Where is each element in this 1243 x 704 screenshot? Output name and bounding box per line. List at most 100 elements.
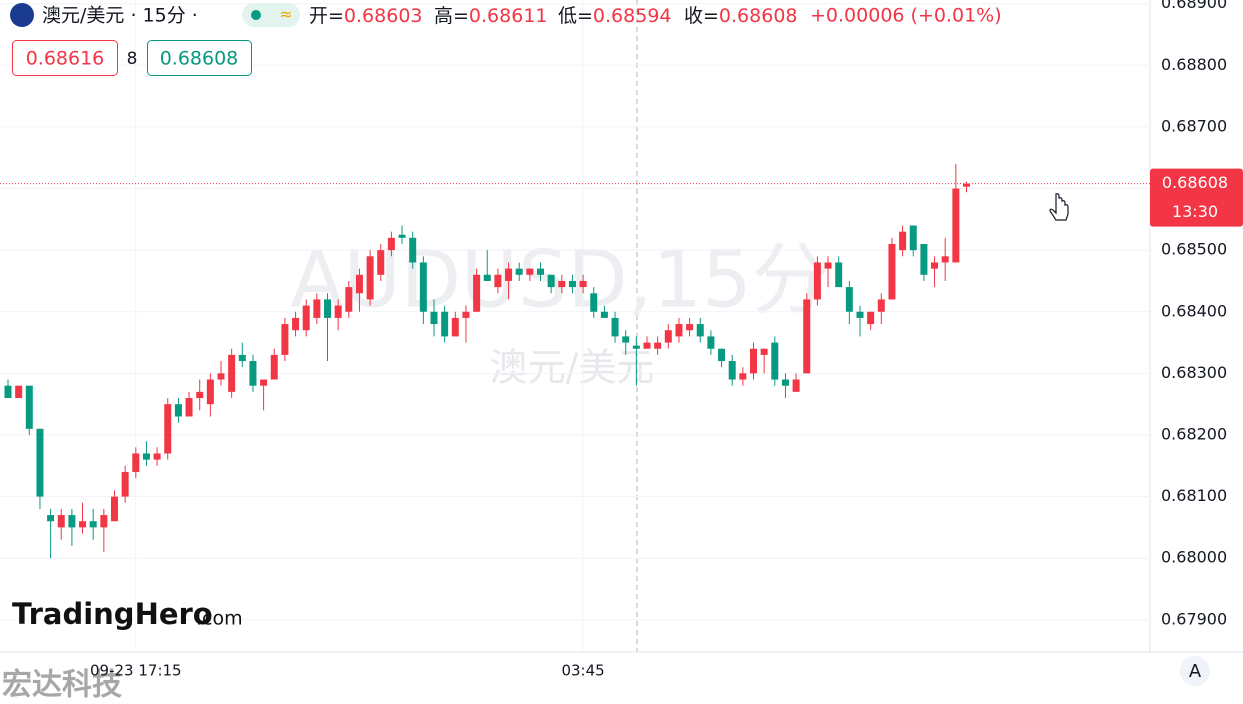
candle-body: [781, 379, 789, 386]
candle-body: [153, 453, 161, 460]
candle-body: [952, 188, 960, 263]
candle-body: [419, 262, 427, 312]
candle-body: [270, 354, 278, 380]
y-tick-label: 0.68700: [1161, 116, 1227, 135]
candle-body: [664, 330, 672, 343]
candle-body: [345, 287, 353, 312]
ohlc-value: 0.68594: [593, 5, 672, 27]
y-tick-label: 0.68200: [1161, 424, 1227, 443]
candle-body: [750, 348, 757, 374]
y-tick-label: 0.68500: [1161, 240, 1227, 259]
candle-body: [792, 379, 800, 392]
candle-body: [654, 342, 662, 349]
candle-body: [813, 262, 821, 300]
logo-suffix: .com: [196, 608, 243, 630]
candle-body: [377, 250, 385, 275]
x-tick-label: 09-23 17:15: [90, 662, 182, 680]
ohlc-item: 开=0.68603: [309, 5, 423, 27]
candle-body: [845, 287, 853, 312]
candle-body: [473, 274, 481, 312]
candle-body: [164, 404, 172, 454]
ask-box[interactable]: [147, 40, 252, 76]
candle-body: [590, 293, 598, 312]
candle-body: [196, 391, 204, 399]
candle-body: [89, 521, 97, 528]
ohlc-item: 高=0.68611: [434, 5, 548, 27]
candle-body: [931, 262, 939, 269]
candle-body: [867, 311, 875, 325]
candle-body: [505, 268, 513, 281]
candle-body: [47, 515, 55, 522]
candle-body: [899, 231, 907, 251]
bid: 0.68616: [26, 48, 105, 70]
bid-box[interactable]: [12, 40, 118, 76]
candle-body: [728, 361, 736, 380]
candle-body: [238, 354, 246, 362]
candle-body: [217, 373, 225, 380]
candle-body: [632, 345, 640, 349]
candle-body: [718, 348, 726, 362]
candle-body: [281, 324, 289, 355]
candle-body: [398, 234, 406, 238]
y-tick-label: 0.68000: [1161, 548, 1227, 567]
candle-body: [622, 336, 630, 343]
candle-body: [79, 521, 87, 528]
status-dot: [251, 10, 261, 20]
candle-body: [643, 342, 651, 349]
y-tick-label: 0.67900: [1161, 609, 1227, 628]
candle-body: [526, 268, 534, 275]
candle-body: [707, 336, 715, 349]
candle-body: [15, 385, 23, 399]
ohlc-label: 开=: [309, 5, 344, 27]
candle-body: [462, 311, 470, 318]
y-tick-label: 0.68300: [1161, 363, 1227, 382]
candle-body: [451, 317, 459, 337]
change: +0.00006 (+0.01%): [810, 5, 1002, 27]
candle-body: [25, 385, 33, 429]
y-tick-label: 0.68100: [1161, 486, 1227, 505]
footer-mark: 宏达科技: [2, 668, 122, 703]
candle-body: [579, 280, 587, 288]
candle-body: [547, 274, 555, 288]
y-tick-label: 0.68900: [1161, 0, 1227, 12]
candle-body: [36, 428, 44, 497]
cursor: [1049, 193, 1069, 221]
candle-body: [920, 243, 928, 275]
candle-body: [409, 237, 417, 263]
candle-body: [174, 404, 182, 417]
candle-body: [313, 299, 321, 318]
status-icon: ≈: [279, 5, 292, 24]
scale-button-bg[interactable]: [1180, 656, 1210, 686]
ask: 0.68608: [160, 48, 239, 70]
candle-body: [483, 274, 491, 281]
candle-body: [441, 311, 449, 337]
candle-body: [941, 256, 949, 263]
candle-body: [185, 398, 193, 417]
x-tick-label: 03:45: [561, 662, 604, 680]
ohlc-item: 低=0.68594: [558, 5, 672, 27]
candle-body: [611, 317, 619, 337]
candle-body: [260, 379, 268, 386]
candle-body: [739, 373, 747, 380]
candle-body: [963, 183, 970, 187]
y-tick-label: 0.68800: [1161, 55, 1227, 74]
candle-body: [57, 515, 65, 528]
spread: 8: [127, 49, 138, 69]
candle-body: [558, 280, 566, 288]
ohlc-label: 收=: [684, 5, 719, 27]
ohlc-item: 收=0.68608: [684, 5, 798, 27]
ohlc-label: 高=: [434, 5, 469, 27]
candle-body: [302, 305, 310, 331]
candle-body: [494, 274, 502, 288]
candle-body: [334, 305, 342, 318]
candle-body: [696, 324, 704, 337]
candle-body: [835, 262, 843, 288]
candle-body: [430, 311, 438, 325]
candle-body: [292, 317, 300, 331]
candle-body: [324, 299, 331, 318]
candle-body: [249, 361, 257, 386]
scale-button[interactable]: A: [1189, 661, 1202, 682]
